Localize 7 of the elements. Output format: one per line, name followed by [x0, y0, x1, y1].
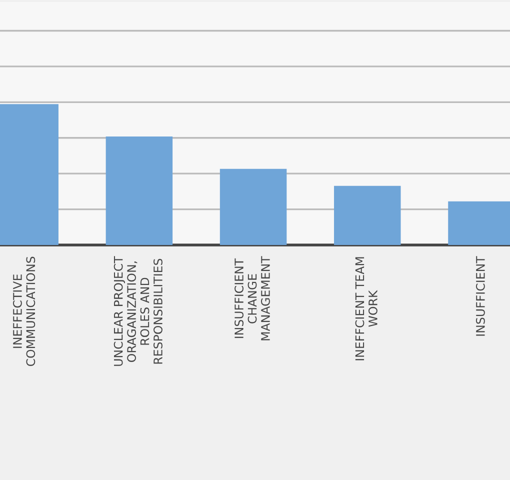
x-tick-label: INSUFFICIENT: [476, 256, 485, 336]
x-tick-label: INEFFCIENT TEAM WORK: [355, 257, 378, 360]
bar: [334, 186, 401, 245]
x-tick-label: INSUFFICIENT CHANGE MANAGEMENT: [234, 256, 270, 340]
bar: [220, 168, 287, 245]
x-tick-label: INEFFECTIVE COMMUNICATIONS: [12, 256, 36, 366]
x-tick-label: UNCLEAR PROJECT ORAGANIZATION, ROLES AND RESPONSIBILITIES: [114, 256, 162, 366]
